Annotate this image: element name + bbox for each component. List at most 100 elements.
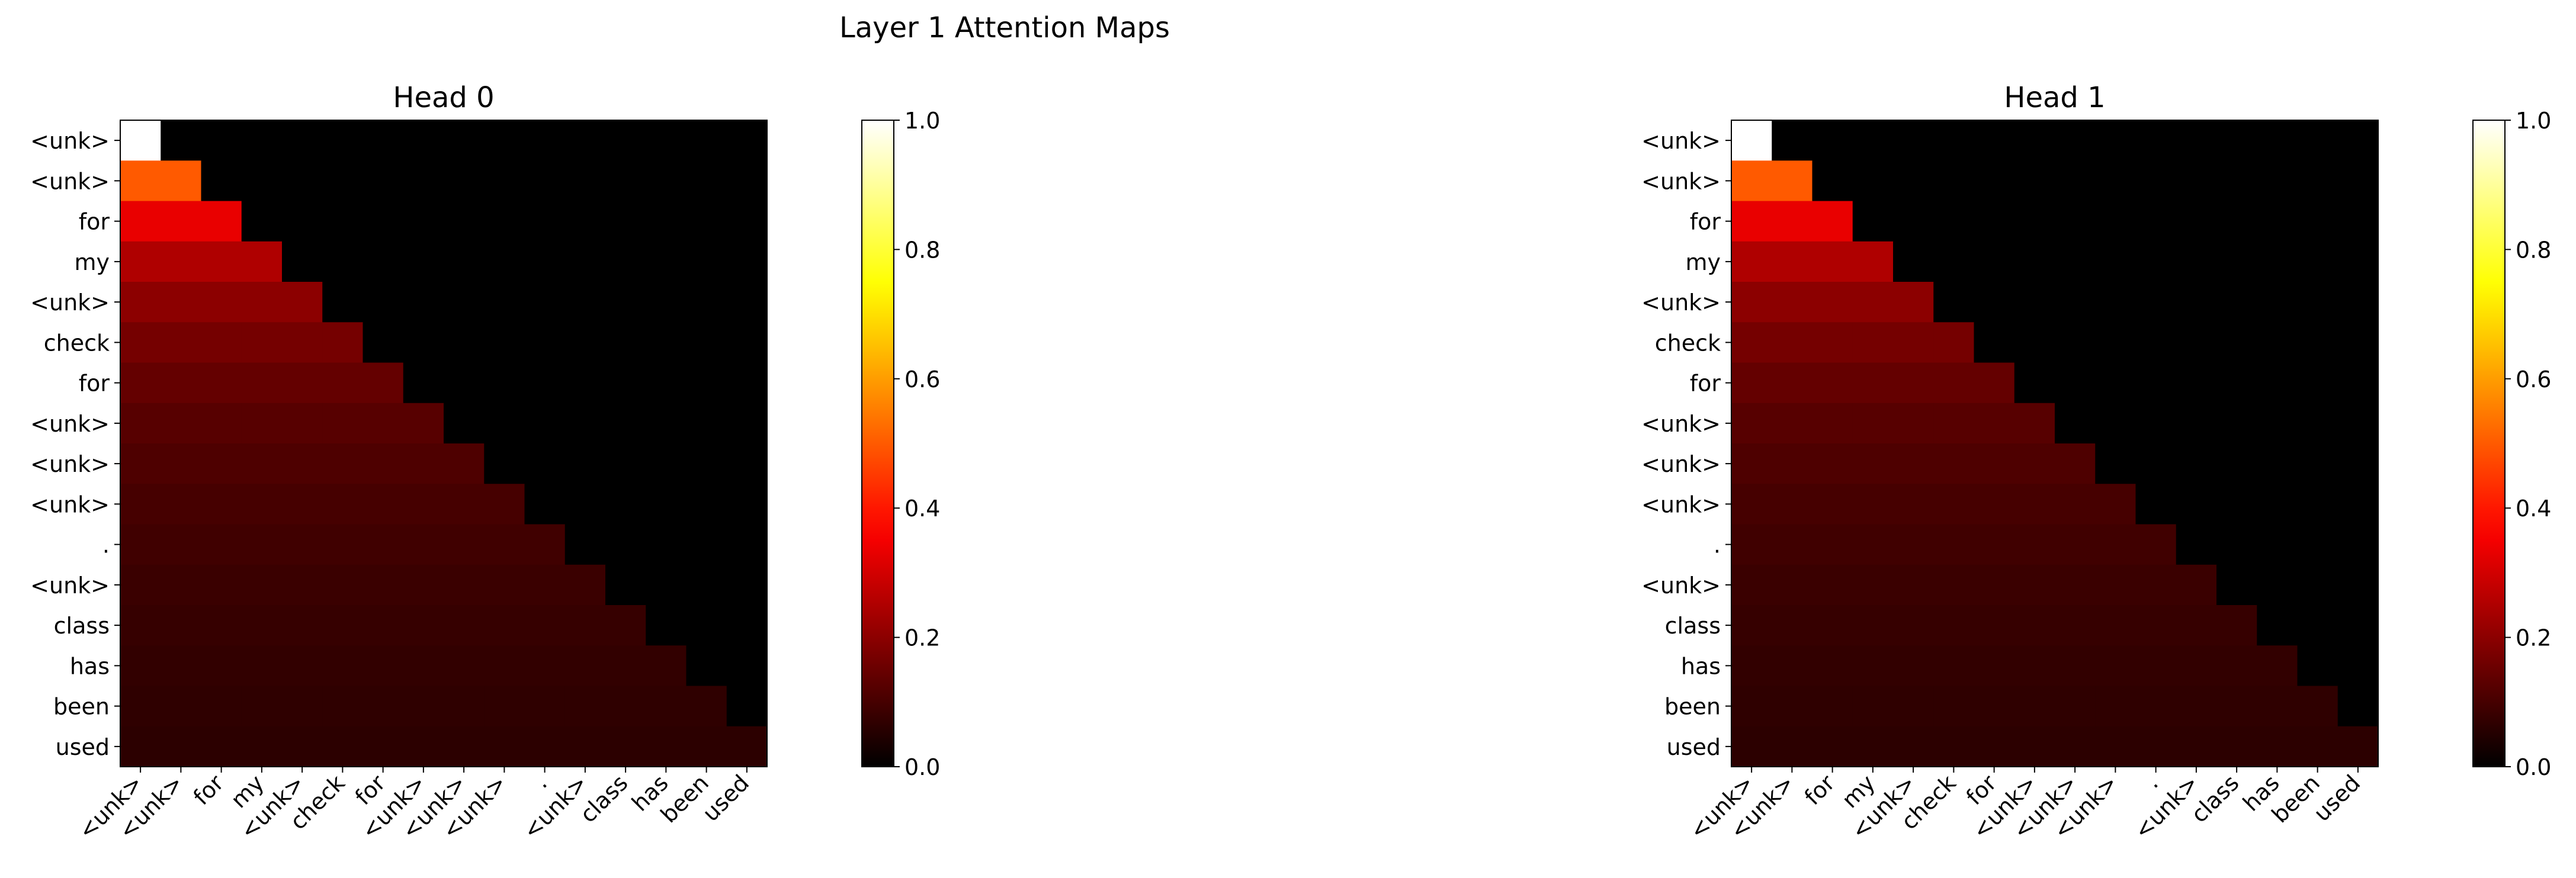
heatmap-cell (241, 241, 283, 282)
heatmap-cell (524, 605, 566, 646)
heatmap-cell (322, 524, 364, 565)
heatmap-cell (484, 645, 525, 687)
heatmap-cell (1974, 241, 2015, 282)
heatmap-cell (362, 322, 404, 364)
heatmap-cell (1772, 322, 1813, 364)
y-tick-label: <unk> (1641, 290, 1721, 316)
heatmap-cell (1974, 605, 2015, 646)
heatmap-cell (484, 686, 525, 727)
heatmap-cell (726, 726, 768, 767)
heatmap-cell (2055, 160, 2096, 202)
heatmap-cell (201, 201, 242, 242)
heatmap-cell (2014, 362, 2055, 404)
colorbar-tick-label: 0.6 (2516, 366, 2551, 393)
heatmap-cell (444, 605, 485, 646)
heatmap-cell (2257, 241, 2298, 282)
heatmap-cell (2257, 686, 2298, 727)
heatmap-cell (686, 524, 727, 565)
colorbar-tick-label: 0.4 (2516, 496, 2551, 522)
heatmap-cell (282, 645, 323, 687)
heatmap-cell (2135, 201, 2177, 242)
heatmap-cell (2176, 362, 2217, 404)
heatmap-cell (1974, 524, 2015, 565)
heatmap-cell (2216, 524, 2257, 565)
heatmap-cell (1852, 484, 1894, 525)
heatmap-cell (120, 120, 161, 161)
panel-title: Head 1 (2004, 81, 2105, 114)
heatmap-cell (2014, 524, 2055, 565)
heatmap-cell (282, 282, 323, 323)
heatmap-cell (1772, 120, 1813, 161)
heatmap-cell (403, 403, 444, 444)
heatmap-cell (444, 564, 485, 606)
heatmap-cell (1812, 282, 1853, 323)
heatmap-cell (2095, 282, 2136, 323)
heatmap-cell (2055, 645, 2096, 687)
y-tick-label: used (1667, 734, 1721, 760)
heatmap-cell (1852, 524, 1894, 565)
heatmap-cell (1974, 484, 2015, 525)
heatmap-cell (2055, 605, 2096, 646)
heatmap-cell (2337, 686, 2379, 727)
heatmap-cell (282, 322, 323, 364)
heatmap-cell (201, 524, 242, 565)
heatmap-cell (444, 645, 485, 687)
heatmap-cell (282, 443, 323, 484)
heatmap-cell (726, 362, 768, 404)
heatmap-cell (444, 160, 485, 202)
heatmap-cell (564, 120, 606, 161)
heatmap-cell (564, 282, 606, 323)
heatmap-cell (726, 686, 768, 727)
heatmap-cell (2297, 484, 2338, 525)
heatmap-cell (241, 524, 283, 565)
heatmap-cell (2014, 645, 2055, 687)
heatmap-cell (1933, 605, 1975, 646)
heatmap-cell (2337, 403, 2379, 444)
heatmap-cell (362, 282, 404, 323)
heatmap-cell (201, 605, 242, 646)
heatmap-cell (2176, 322, 2217, 364)
heatmap-cell (605, 120, 646, 161)
heatmap-cell (726, 403, 768, 444)
y-tick-label: has (1681, 653, 1721, 679)
heatmap-cell (564, 484, 606, 525)
heatmap-cell (2257, 726, 2298, 767)
heatmap-cell (1731, 403, 1772, 444)
heatmap-cell (1731, 322, 1772, 364)
heatmap-cell (1852, 322, 1894, 364)
heatmap-cell (524, 241, 566, 282)
y-tick-label: been (53, 694, 110, 720)
heatmap-cell (726, 241, 768, 282)
heatmap-cell (1772, 241, 1813, 282)
heatmap-cell (282, 362, 323, 404)
heatmap-cell (564, 726, 606, 767)
y-tick-label: <unk> (1641, 128, 1721, 154)
heatmap-cell (444, 443, 485, 484)
heatmap-cell (161, 564, 202, 606)
heatmap-cell (362, 686, 404, 727)
heatmap-cell (241, 686, 283, 727)
heatmap-cell (686, 726, 727, 767)
heatmap-cell (201, 686, 242, 727)
heatmap-cell (120, 282, 161, 323)
heatmap-cell (2055, 201, 2096, 242)
heatmap-cell (2216, 564, 2257, 606)
heatmap-cell (564, 362, 606, 404)
heatmap-cell (444, 201, 485, 242)
heatmap-cell (403, 564, 444, 606)
heatmap-cell (1852, 120, 1894, 161)
heatmap-cell (403, 120, 444, 161)
y-tick-label: has (70, 653, 110, 679)
heatmap-cell (1893, 282, 1934, 323)
heatmap-cell (726, 160, 768, 202)
heatmap-cell (1933, 686, 1975, 727)
heatmap-cell (1772, 484, 1813, 525)
heatmap-cell (201, 564, 242, 606)
heatmap-cell (1772, 282, 1813, 323)
heatmap-cell (646, 160, 687, 202)
heatmap-cell (322, 282, 364, 323)
heatmap-cell (484, 201, 525, 242)
heatmap-cell (444, 241, 485, 282)
heatmap-cell (2176, 484, 2217, 525)
heatmap-cell (1852, 605, 1894, 646)
